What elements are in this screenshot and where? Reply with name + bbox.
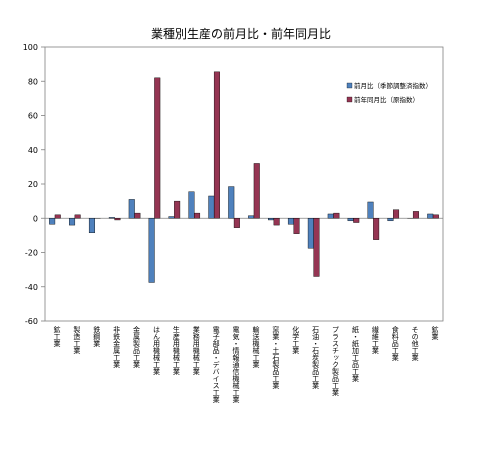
category-label: 非鉄金属工業 bbox=[113, 325, 121, 369]
bar-series-1 bbox=[188, 191, 195, 219]
bar-series-1 bbox=[287, 218, 294, 225]
bar-series-1 bbox=[327, 213, 334, 219]
y-tick-label: -60 bbox=[25, 317, 38, 326]
bar-series-1 bbox=[427, 213, 434, 219]
bar-series-1 bbox=[69, 218, 76, 226]
bar-series-2 bbox=[333, 212, 340, 219]
category-label: 鉱工業 bbox=[53, 325, 61, 348]
bar-series-1 bbox=[168, 216, 175, 219]
category-labels: 鉱工業 製造工業 鉄鋼業 非鉄金属工業 金属製品工業 はん用機械工業 生産用機械工業 業務用機… bbox=[53, 325, 439, 404]
category-label: 生産用機械工業 bbox=[172, 325, 180, 376]
category-label: 製造工業 bbox=[73, 325, 81, 355]
bar-series-1 bbox=[307, 218, 314, 249]
y-tick-label: 40 bbox=[28, 146, 38, 155]
legend-swatch bbox=[346, 96, 353, 103]
bar-series-2 bbox=[154, 77, 161, 219]
category-label: 鉱業 bbox=[431, 325, 439, 341]
y-tick-label: -40 bbox=[25, 283, 38, 292]
category-label: 紙・紙加工品工業 bbox=[351, 325, 359, 383]
category-label: 窯業・土石製品工業 bbox=[272, 325, 280, 390]
category-label: 石油・石炭製品工業 bbox=[312, 326, 320, 390]
chart-title: 業種別生産の前月比・前年同月比 bbox=[151, 26, 331, 41]
category-label: 電子部品・デバイス工業 bbox=[212, 326, 220, 404]
category-label: 繊維工業 bbox=[371, 325, 379, 355]
bar-series-2 bbox=[373, 218, 380, 240]
bar-series-1 bbox=[248, 215, 255, 219]
bar-series-2 bbox=[54, 214, 61, 219]
bar-series-2 bbox=[194, 212, 201, 219]
category-label: プラスチック製品工業 bbox=[332, 326, 340, 397]
category-label: 鉄鋼業 bbox=[93, 325, 101, 348]
bar-series-2 bbox=[253, 163, 260, 219]
legend-swatch bbox=[346, 82, 353, 89]
bar-series-1 bbox=[268, 218, 275, 221]
y-tick-label: 20 bbox=[28, 180, 38, 189]
bar-series-2 bbox=[74, 214, 81, 219]
legend-label: 前月比（季節調整済指数） bbox=[354, 81, 432, 90]
y-tick-label: 0 bbox=[33, 214, 38, 223]
bar-series-2 bbox=[134, 212, 141, 219]
bar-series-2 bbox=[213, 71, 220, 219]
category-label: はん用機械工業 bbox=[152, 326, 160, 376]
category-label: その他工業 bbox=[411, 326, 419, 362]
bar-series-2 bbox=[313, 218, 320, 277]
bar-series-2 bbox=[174, 200, 181, 219]
bar-series-1 bbox=[49, 218, 56, 225]
category-label: 食料品工業 bbox=[391, 325, 399, 362]
bar-series-1 bbox=[367, 201, 374, 219]
bar-series-1 bbox=[148, 218, 155, 283]
bar-series-2 bbox=[114, 218, 121, 221]
category-label: 化学工業 bbox=[292, 325, 300, 355]
bar-series-1 bbox=[88, 218, 95, 234]
bar-series-1 bbox=[387, 218, 394, 222]
bar-series-1 bbox=[228, 186, 235, 219]
plot-area bbox=[44, 46, 444, 322]
category-label: 金属製品工業 bbox=[133, 325, 141, 369]
bar-series-2 bbox=[273, 218, 280, 226]
bar-series-2 bbox=[412, 211, 419, 219]
bar-series-2 bbox=[353, 218, 360, 223]
y-tick-label: 60 bbox=[28, 112, 38, 121]
bar-series-1 bbox=[208, 195, 215, 219]
bar-series-2 bbox=[432, 214, 439, 219]
y-tick-label: 80 bbox=[28, 77, 38, 86]
y-tick-label: 100 bbox=[23, 43, 38, 52]
bar-series-1 bbox=[128, 199, 135, 219]
category-label: 電気・情報通信機械工業 bbox=[232, 326, 240, 404]
legend: 前月比（季節調整済指数） 前年同月比（原指数） bbox=[346, 81, 432, 104]
bars bbox=[49, 71, 439, 283]
category-label: 輸送機械工業 bbox=[252, 325, 260, 369]
bar-series-2 bbox=[233, 218, 240, 228]
bar-series-2 bbox=[293, 218, 300, 234]
legend-label: 前年同月比（原指数） bbox=[354, 95, 419, 104]
bar-series-1 bbox=[108, 217, 115, 219]
bar-series-1 bbox=[347, 218, 354, 222]
bar-series-2 bbox=[393, 209, 400, 219]
y-tick-label: -20 bbox=[25, 249, 38, 258]
category-label: 業務用機械工業 bbox=[192, 325, 200, 376]
